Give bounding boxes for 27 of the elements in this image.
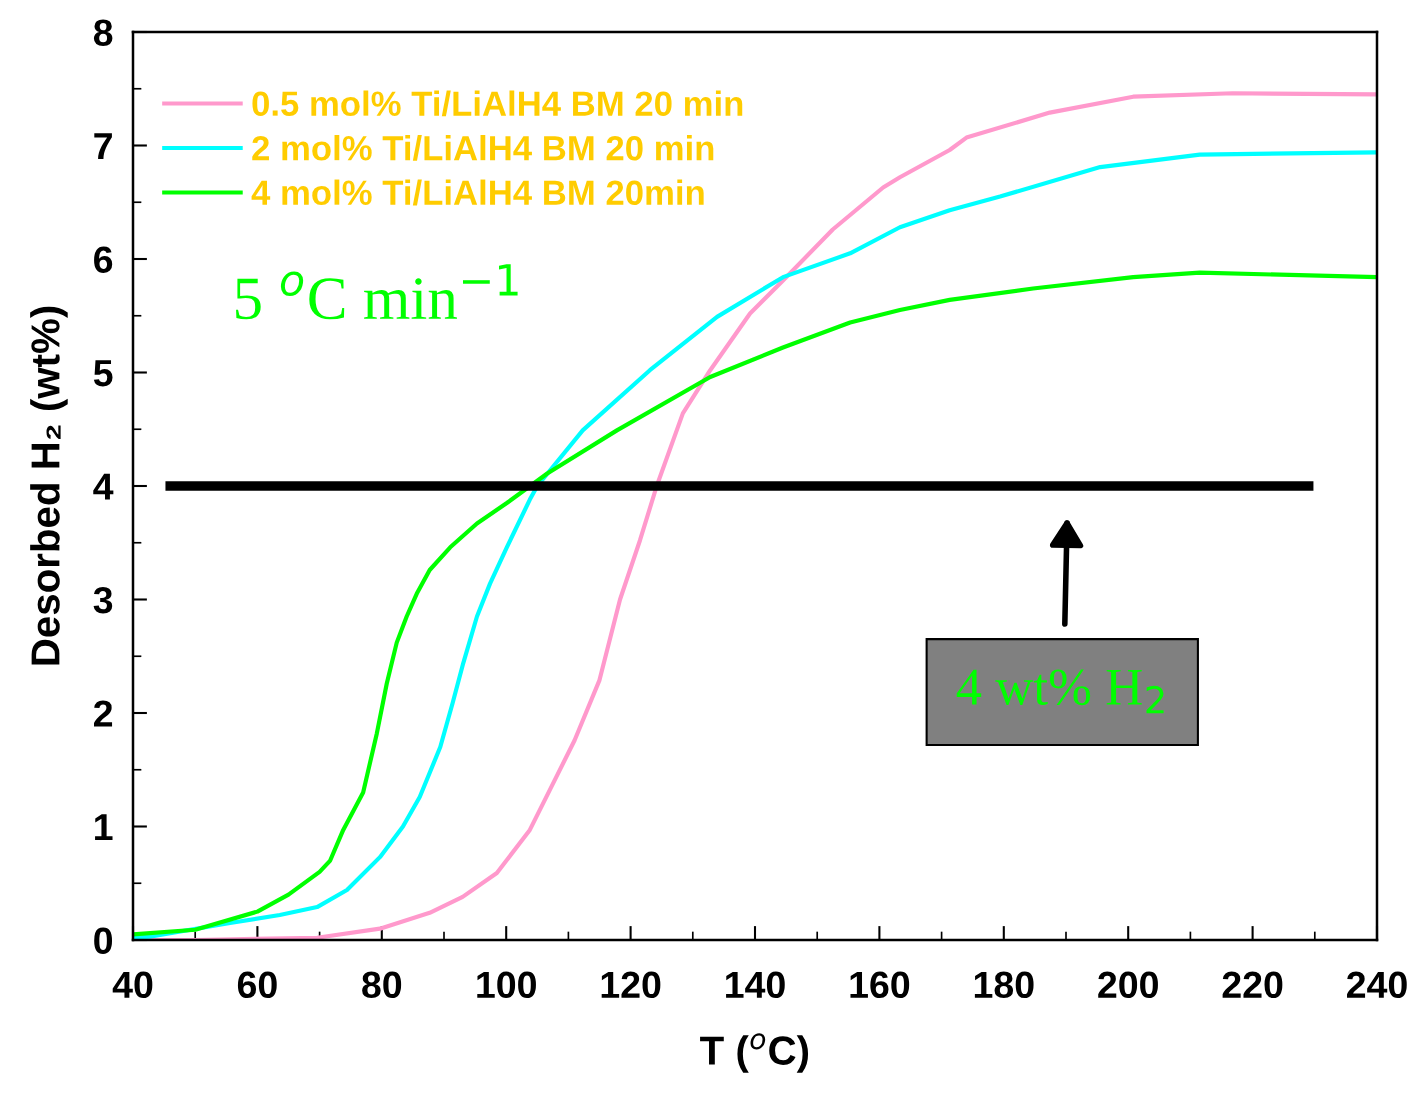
y-tick-label: 4 <box>93 473 114 500</box>
x-tick-label: 100 <box>477 971 536 999</box>
x-tick-label: 40 <box>112 971 153 999</box>
x-tick-label: 200 <box>1098 971 1158 999</box>
x-tick-label: 180 <box>974 971 1034 999</box>
x-tick-label: 120 <box>601 971 661 999</box>
legend-label: 2 mol% Ti/LiAlH4 BM 20 min <box>252 135 714 161</box>
y-tick-label: 3 <box>93 586 113 614</box>
annotation: 4 wt% H$_{2}$ <box>956 669 1164 714</box>
x-tick-label: 140 <box>726 971 785 999</box>
y-tick-label: 8 <box>93 19 113 46</box>
x-tick-label: 160 <box>850 971 910 999</box>
x-tick-label: 220 <box>1222 971 1283 999</box>
x-tick-label: 80 <box>362 971 402 999</box>
y-tick-label: 5 <box>93 360 113 387</box>
y-tick-label: 0 <box>94 927 113 954</box>
annotation: 5 $^{o}$C min$^{−1}$ <box>236 264 518 320</box>
y-tick-label: 2 <box>94 700 113 727</box>
x-tick-label: 60 <box>237 971 277 999</box>
legend-label: 4 mol% Ti/LiAlH4 BM 20min <box>251 179 704 206</box>
y-tick-label: 7 <box>94 133 112 160</box>
legend-label: 0.5 mol% Ti/LiAlH4 BM 20 min <box>252 90 743 117</box>
y-axis-title: Desorbed H₂ (wt%) <box>30 306 68 665</box>
x-axis-title: T ($^{o}$C) <box>700 1033 809 1073</box>
x-tick-label: 240 <box>1347 971 1407 999</box>
y-tick-label: 6 <box>94 246 113 273</box>
y-tick-label: 1 <box>95 814 113 841</box>
